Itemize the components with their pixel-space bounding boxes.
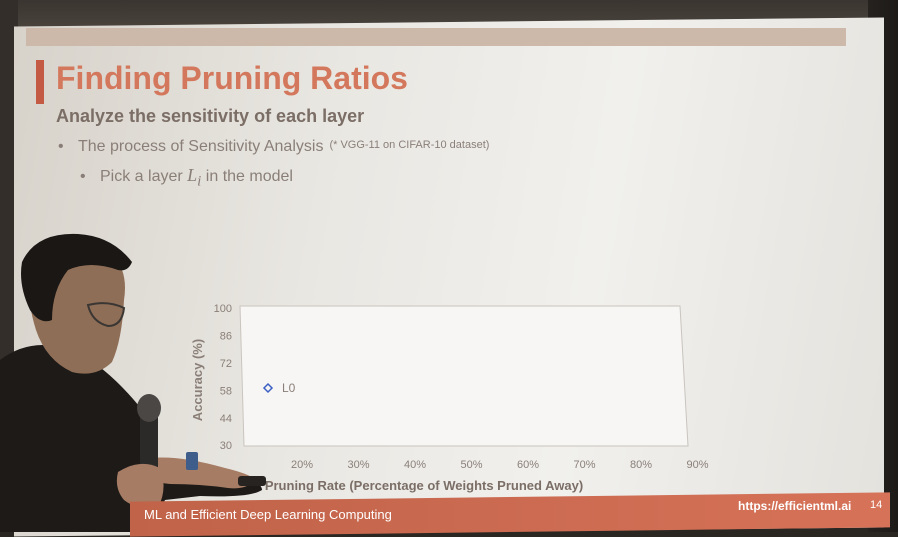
x-tick-label: 70% [573,459,595,471]
y-tick-label: 44 [220,413,232,425]
bullet-main-text: The process of Sensitivity Analysis [78,138,324,155]
x-tick-label: 60% [517,459,539,471]
title-accent-bar [36,60,44,104]
y-axis-label: Accuracy (%) [190,339,205,421]
x-tick-label: 30% [347,459,369,471]
x-tick-label: 20% [291,459,313,471]
bullet-dot: • [58,138,64,155]
y-tick-label: 58 [220,385,232,397]
x-tick-label: 40% [404,459,426,471]
slide-top-band [26,28,846,46]
plot-area [239,305,689,447]
layer-variable: Li [187,165,202,190]
x-tick-label: 50% [460,459,482,471]
sub-bullet-prefix: Pick a layer [100,168,183,185]
presenter-silhouette [0,233,266,532]
bullet-main: • The process of Sensitivity Analysis (* V… [58,138,489,156]
legend-marker-diamond [262,382,274,394]
y-tick-label: 100 [214,303,232,315]
footer-course-title: ML and Efficient Deep Learning Computing [144,507,392,522]
x-tick-label: 80% [630,459,652,471]
y-tick-label: 30 [220,440,232,452]
sub-bullet: • Pick a layer Li in the model [80,165,293,191]
legend-label: L0 [282,381,296,395]
sensitivity-chart: 100 86 72 58 44 30 20% 30% 40% 50% 60% 70% 80% 90% Acc… [190,303,709,493]
y-tick-label: 86 [220,330,232,342]
y-tick-label: 72 [220,358,232,370]
sub-bullet-dot: • [80,168,86,185]
slide-title: Finding Pruning Ratios [56,60,408,96]
footer-page-number: 14 [870,499,883,511]
bullet-note: (* VGG-11 on CIFAR-10 dataset) [329,139,490,151]
x-axis-label: Pruning Rate (Percentage of Weights Prun… [265,478,583,493]
sub-bullet-suffix: in the model [205,168,293,185]
x-tick-label: 90% [686,459,708,471]
slide-subtitle: Analyze the sensitivity of each layer [56,106,365,126]
footer-url: https://efficientml.ai [738,499,852,513]
